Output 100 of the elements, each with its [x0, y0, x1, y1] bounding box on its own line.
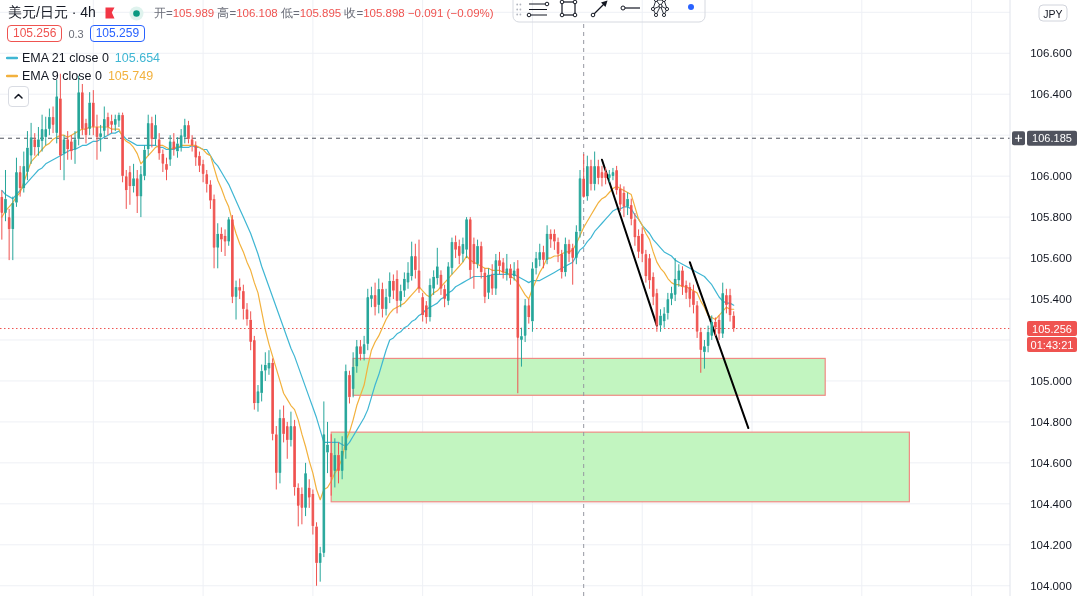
candlestick — [7, 208, 11, 261]
annotation: 105.654 — [114, 50, 161, 67]
candlestick — [512, 261, 516, 282]
chart-title: 美元/日元 · 4h — [8, 4, 96, 22]
candlestick — [238, 278, 241, 300]
annotation: 0.3 — [68, 27, 84, 40]
candlestick — [476, 239, 479, 269]
candlestick — [59, 73, 62, 171]
candlestick — [231, 214, 234, 304]
text: 开=105.989 高=106.108 低=105.895 收=105.898 −0.091 (−0.09%) — [153, 6, 494, 19]
y-tick-label: 106.600 — [1030, 47, 1072, 60]
candlestick — [589, 159, 593, 191]
candlestick — [172, 132, 176, 157]
candlestick — [673, 257, 677, 302]
candlestick — [604, 167, 607, 185]
candlestick — [417, 239, 421, 294]
y-tick-label: 105.800 — [1030, 211, 1072, 224]
candlestick — [465, 216, 468, 259]
candlestick — [48, 108, 51, 136]
text: 01:43:21 — [1030, 338, 1074, 351]
candlestick — [549, 228, 553, 249]
ref-line-label: 106.185 — [1032, 132, 1072, 145]
line-series — [1, 126, 735, 501]
candlestick — [494, 253, 498, 296]
candlestick — [304, 462, 307, 517]
candlestick — [0, 189, 4, 241]
candlestick — [348, 370, 351, 404]
candlestick — [586, 155, 589, 202]
legend-label: EMA 21 close 0 — [22, 50, 109, 67]
candlestick — [271, 357, 274, 441]
candlestick — [333, 437, 337, 488]
candlestick — [106, 112, 110, 136]
candlestick — [329, 433, 333, 497]
candlestick — [597, 159, 600, 185]
y-tick-label: 106.000 — [1030, 170, 1072, 183]
candlestick — [571, 243, 574, 286]
candlestick — [51, 106, 55, 134]
candlestick — [608, 169, 611, 183]
candlestick — [373, 282, 377, 316]
candlestick — [721, 282, 725, 339]
y-tick-label: 104.200 — [1030, 538, 1072, 551]
candlestick — [498, 251, 501, 275]
candlestick — [165, 157, 168, 181]
candlestick — [681, 265, 684, 296]
candlestick — [223, 228, 227, 257]
candlestick — [300, 486, 304, 525]
candlestick — [278, 409, 282, 484]
candlestick — [11, 196, 15, 261]
line-series — [1, 130, 735, 448]
annotation: 105.256 — [7, 25, 63, 42]
candlestick — [509, 263, 512, 286]
candlestick — [234, 280, 238, 321]
candlestick — [487, 267, 490, 300]
y-tick-label: 104.000 — [1030, 579, 1072, 592]
ref-line-label: 105.256 — [1032, 322, 1072, 335]
candlestick — [381, 282, 384, 318]
candlestick — [128, 165, 132, 206]
candlestick — [542, 245, 545, 269]
candlestick — [659, 308, 662, 333]
candlestick — [227, 216, 230, 247]
candlestick — [150, 116, 154, 148]
y-axis-title: JPY — [1043, 7, 1063, 20]
candlestick — [132, 163, 135, 194]
candlestick — [564, 237, 567, 277]
candlestick — [275, 425, 278, 490]
candlestick — [216, 222, 220, 269]
y-tick-label: 106.400 — [1030, 88, 1072, 101]
candlestick — [154, 114, 157, 146]
candlestick — [70, 134, 73, 161]
candlestick — [626, 192, 629, 216]
candlestick — [359, 339, 362, 361]
candlestick — [66, 130, 69, 161]
candlestick — [337, 441, 340, 484]
legend-label: EMA 9 close 0 — [22, 68, 102, 85]
candlestick — [88, 91, 91, 136]
candlestick — [117, 112, 121, 128]
candlestick — [399, 284, 402, 308]
y-tick-label: 104.600 — [1030, 456, 1072, 469]
candlestick — [40, 114, 44, 153]
candlestick — [289, 411, 293, 447]
candlestick — [490, 263, 494, 296]
candlestick — [395, 269, 399, 314]
candlestick — [135, 169, 139, 214]
candlestick — [593, 151, 596, 191]
candlestick — [611, 167, 615, 181]
candlestick — [168, 134, 172, 167]
candlestick — [527, 298, 531, 325]
y-tick-label: 104.800 — [1030, 415, 1072, 428]
candlestick — [220, 226, 223, 253]
candlestick — [103, 106, 106, 138]
candlestick — [15, 157, 18, 208]
candlestick — [18, 165, 22, 198]
candlestick — [62, 134, 66, 181]
candlestick — [33, 132, 37, 157]
annotation: 105.749 — [107, 68, 154, 85]
y-tick-label: 105.600 — [1030, 252, 1072, 265]
candlestick — [545, 224, 549, 265]
candlestick — [55, 79, 58, 144]
candlestick — [113, 114, 117, 132]
candlestick — [99, 124, 102, 153]
